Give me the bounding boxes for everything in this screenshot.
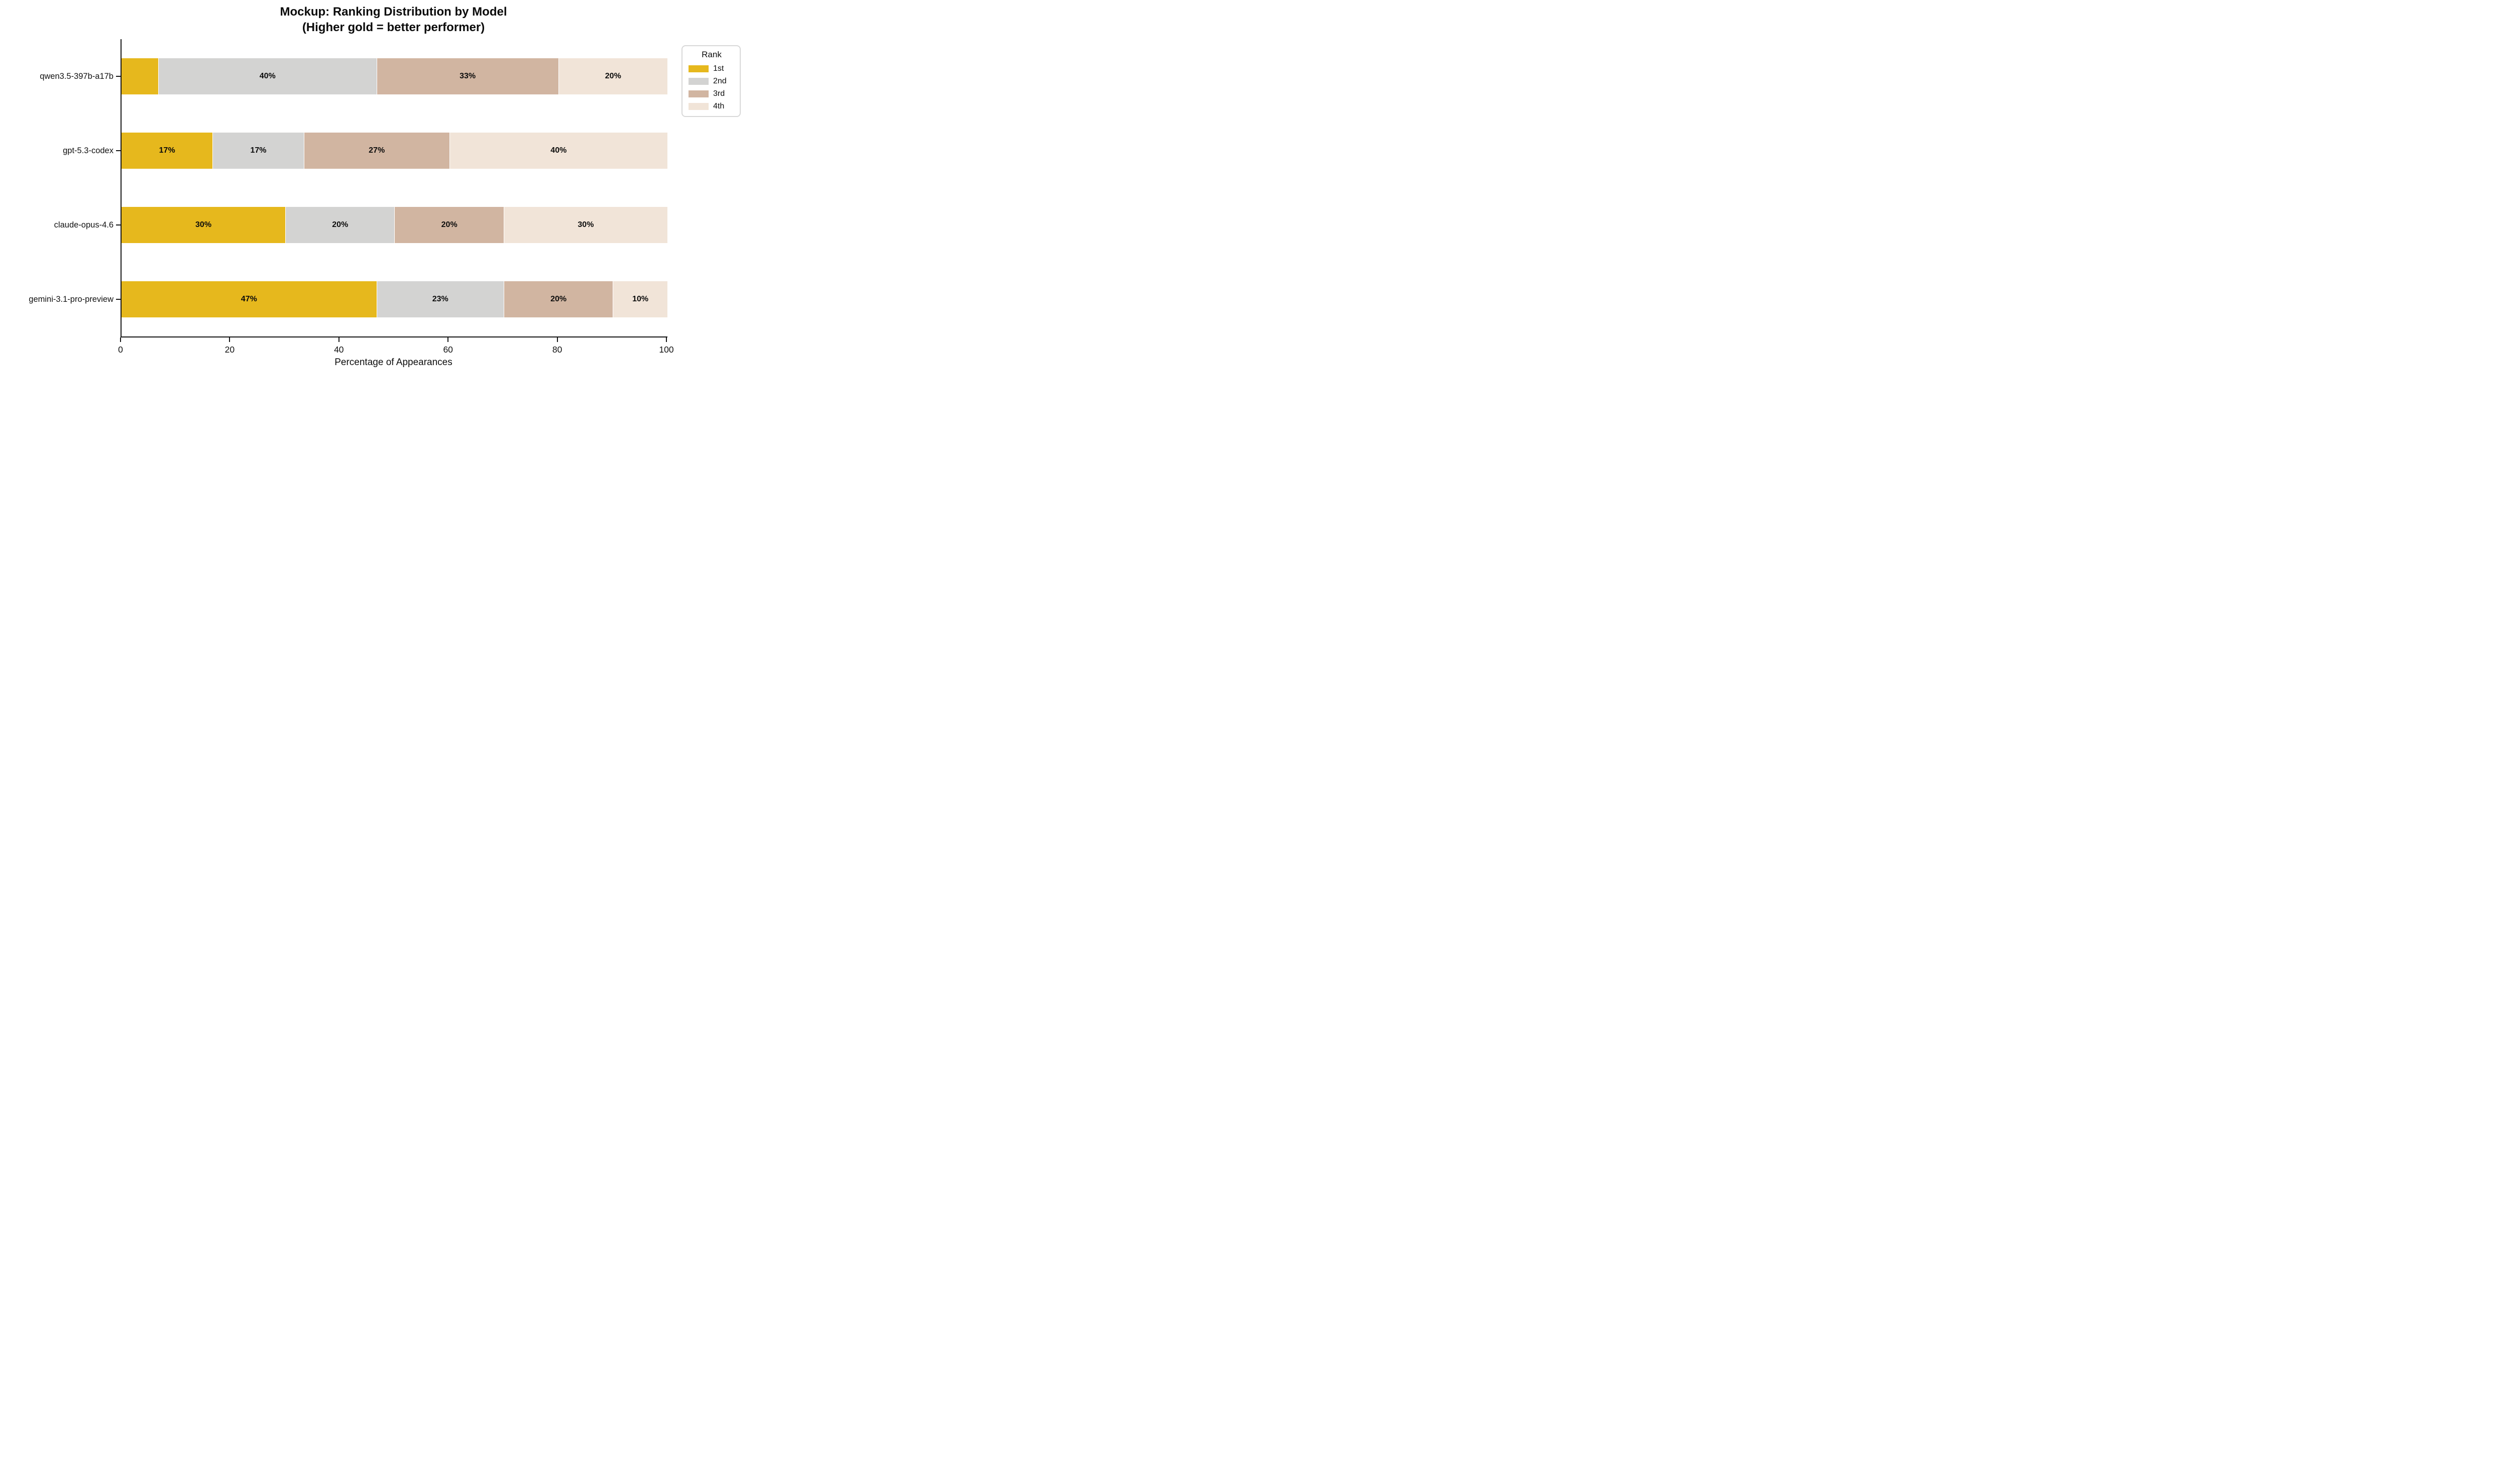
bar-segment-4th: 40% (449, 133, 667, 169)
x-axis-title: Percentage of Appearances (334, 357, 452, 368)
y-axis-tick (116, 150, 121, 151)
bar-row: 40% 33% 20% (122, 58, 667, 94)
legend-label: 1st (713, 64, 724, 73)
bar-segment-3rd: 20% (394, 207, 504, 243)
bar-segment-label: 17% (250, 146, 267, 155)
x-axis-tick-label: 80 (552, 345, 562, 355)
bar-segment-label: 17% (159, 146, 175, 155)
stacked-bar: 30% 20% 20% 30% (122, 207, 667, 243)
bar-segment-label: 23% (432, 295, 448, 303)
bar-segment-label: 30% (195, 220, 212, 229)
bar-segment-label: 20% (441, 220, 458, 229)
legend-entry-3rd: 3rd (689, 89, 735, 98)
x-axis-tick (447, 337, 449, 342)
y-axis-category-label: qwen3.5-397b-a17b (40, 72, 113, 81)
legend-entry-1st: 1st (689, 64, 735, 73)
legend-label: 2nd (713, 77, 727, 85)
bar-segment-1st: 30% (122, 207, 286, 243)
bar-segment-1st (122, 58, 158, 94)
bar-segment-1st: 17% (122, 133, 213, 169)
y-axis-category-label: gemini-3.1-pro-preview (29, 295, 113, 304)
bar-row: 47% 23% 20% 10% (122, 281, 667, 317)
x-axis-tick (666, 337, 667, 342)
bar-segment-2nd: 17% (212, 133, 304, 169)
legend-label: 3rd (713, 89, 725, 98)
bar-row: 30% 20% 20% 30% (122, 207, 667, 243)
stacked-bar: 17% 17% 27% 40% (122, 133, 667, 169)
stacked-bar: 47% 23% 20% 10% (122, 281, 667, 317)
bar-row: 17% 17% 27% 40% (122, 133, 667, 169)
legend-entry-4th: 4th (689, 102, 735, 111)
bar-segment-label: 47% (241, 295, 257, 303)
chart-title: Mockup: Ranking Distribution by Model (H… (121, 4, 666, 35)
x-axis-tick (229, 337, 231, 342)
bar-segment-label: 30% (578, 220, 594, 229)
legend-swatch-icon (689, 78, 709, 85)
bar-segment-3rd: 33% (376, 58, 558, 94)
x-axis-tick (556, 337, 558, 342)
y-axis-tick (116, 299, 121, 300)
bar-segment-label: 27% (369, 146, 385, 155)
legend-title: Rank (702, 50, 722, 59)
bar-segment-3rd: 20% (503, 281, 613, 317)
bar-segment-label: 20% (550, 295, 567, 303)
chart-title-line1: Mockup: Ranking Distribution by Model (280, 5, 507, 19)
legend-entry-2nd: 2nd (689, 77, 735, 86)
legend-swatch-icon (689, 65, 709, 72)
legend-label: 4th (713, 102, 725, 110)
y-axis-category-label: gpt-5.3-codex (63, 146, 113, 155)
bar-segment-label: 20% (605, 72, 621, 80)
bar-segment-4th: 20% (558, 58, 667, 94)
bar-segment-label: 33% (460, 72, 476, 80)
y-axis-tick (116, 224, 121, 225)
chart-figure: Mockup: Ranking Distribution by Model (H… (0, 0, 746, 371)
y-axis-tick (116, 76, 121, 77)
bar-segment-1st: 47% (122, 281, 377, 317)
x-axis-tick-label: 60 (443, 345, 453, 355)
bar-segment-label: 10% (632, 295, 649, 303)
x-axis-tick-label: 20 (224, 345, 235, 355)
plot-area: 40% 33% 20% 17% 17% 27% 40% 30% 20% 20% 30% 47% 23% 2… (121, 39, 667, 337)
y-axis-category-label: claude-opus-4.6 (54, 220, 113, 230)
bar-segment-label: 40% (259, 72, 276, 80)
bar-segment-2nd: 40% (158, 58, 377, 94)
x-axis-tick-label: 0 (118, 345, 123, 355)
legend-swatch-icon (689, 90, 709, 97)
bar-segment-2nd: 20% (285, 207, 395, 243)
bar-segment-2nd: 23% (376, 281, 504, 317)
x-axis-tick (338, 337, 339, 342)
bar-segment-4th: 10% (613, 281, 667, 317)
chart-title-line2: (Higher gold = better performer) (302, 21, 485, 34)
bar-segment-3rd: 27% (303, 133, 449, 169)
stacked-bar: 40% 33% 20% (122, 58, 667, 94)
x-axis-tick-label: 100 (659, 345, 674, 355)
legend: Rank 1st 2nd 3rd 4th (681, 45, 741, 117)
x-axis-tick (120, 337, 121, 342)
x-axis-tick-label: 40 (334, 345, 344, 355)
bar-segment-4th: 30% (503, 207, 667, 243)
bar-segment-label: 40% (550, 146, 567, 155)
bar-segment-label: 20% (332, 220, 349, 229)
legend-swatch-icon (689, 103, 709, 110)
